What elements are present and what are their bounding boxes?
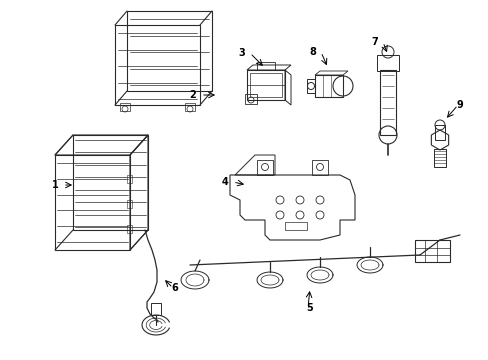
Text: 6: 6 <box>171 283 178 293</box>
Bar <box>151 303 161 315</box>
Text: 3: 3 <box>238 48 245 58</box>
Bar <box>120 103 130 111</box>
Bar <box>127 200 132 208</box>
Bar <box>314 75 342 97</box>
Bar <box>434 125 444 140</box>
Text: 7: 7 <box>371 37 378 47</box>
Bar <box>244 94 257 104</box>
Bar <box>285 222 306 230</box>
Text: 9: 9 <box>456 100 463 110</box>
Bar <box>257 62 274 70</box>
Bar <box>433 149 445 167</box>
Text: 5: 5 <box>306 303 313 313</box>
Bar <box>127 225 132 233</box>
Bar <box>246 70 285 100</box>
Bar <box>249 73 282 97</box>
Bar <box>414 240 449 262</box>
Text: 8: 8 <box>309 47 316 57</box>
Bar <box>379 70 395 135</box>
Bar <box>376 55 398 71</box>
Text: 1: 1 <box>52 180 58 190</box>
Text: 2: 2 <box>189 90 196 100</box>
Bar <box>184 103 195 111</box>
Text: 4: 4 <box>221 177 228 187</box>
Bar <box>127 175 132 183</box>
